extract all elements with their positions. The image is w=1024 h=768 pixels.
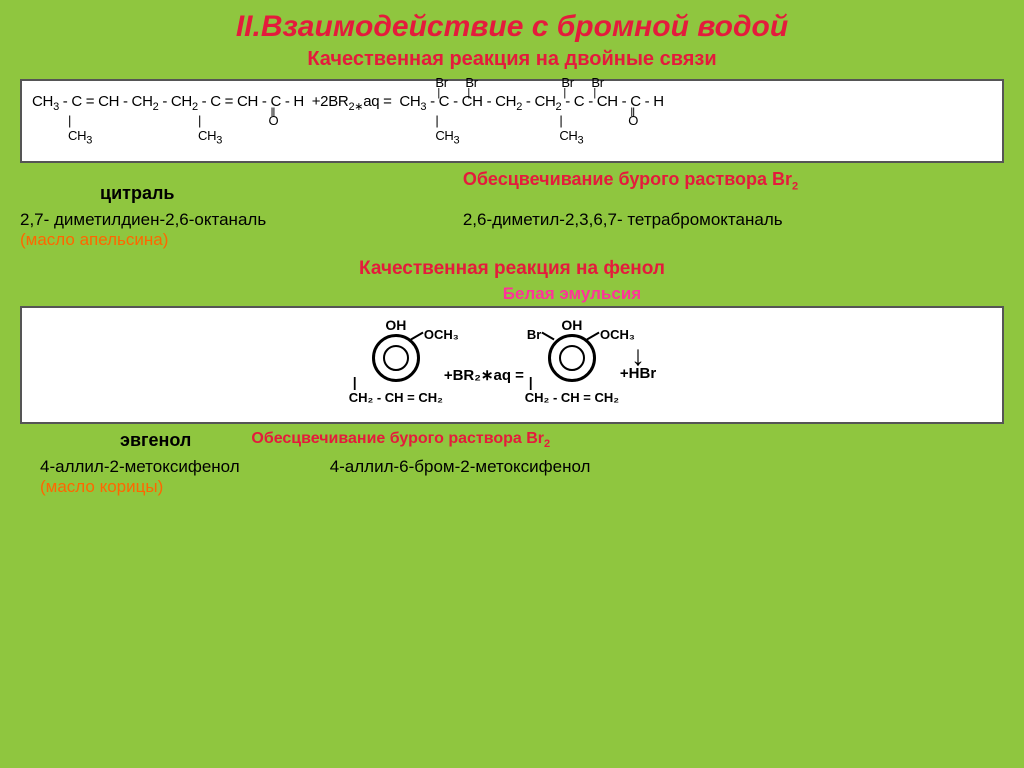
row-names-1: цитраль Обесцвечивание бурого раствора B… (20, 169, 1004, 204)
reaction-1-box: CH3 - C = CH - CH2 - CH2 - C = CH - CO -… (20, 79, 1004, 163)
emulsion-label: Белая эмульсия (140, 284, 1004, 304)
reagent-2: +BR₂∗aq = (444, 366, 524, 384)
arrow-down-icon: ↓ (631, 349, 645, 363)
byproduct-arrow: ↓ +HBr (620, 349, 656, 382)
struct-product: OH OCH₃ Br CH₂ - CH = CH₂ (544, 316, 600, 414)
row-iupac-1: 2,7- диметилдиен-2,6-октаналь (масло апе… (20, 210, 1004, 250)
final-right-name: 4-аллил-6-бром-2-метоксифенол (330, 457, 591, 477)
oil-orange: (масло апельсина) (20, 230, 433, 250)
oil-cinnamon: (масло корицы) (40, 477, 1004, 497)
decolorize-2: Обесцвечивание бурого раствора Br2 (251, 430, 550, 451)
final-left-name: 4-аллил-2-метоксифенол (40, 457, 240, 477)
left-compound-name: 2,7- диметилдиен-2,6-октаналь (20, 210, 433, 230)
struct-eugenol: OH OCH₃ CH₂ - CH = CH₂ (368, 316, 424, 414)
right-compound-name: 2,6-диметил-2,3,6,7- тетрабромоктаналь (463, 210, 1004, 230)
decolorize-1: Обесцвечивание бурого раствора Br2 (463, 169, 1004, 193)
slide: II.Взаимодействие с бромной водой Качест… (0, 0, 1024, 768)
slide-title: II.Взаимодействие с бромной водой (20, 10, 1004, 44)
citral-label: цитраль (100, 183, 433, 204)
reaction-1-formula: CH3 - C = CH - CH2 - CH2 - C = CH - CO -… (32, 93, 992, 113)
section-2-head: Качественная реакция на фенол (20, 258, 1004, 280)
reaction-2-box: OH OCH₃ CH₂ - CH = CH₂ +BR₂∗aq = OH OCH₃… (20, 306, 1004, 424)
eugenol-label: эвгенол (120, 430, 191, 451)
row-labels-2: эвгенол Обесцвечивание бурого раствора B… (20, 430, 1004, 451)
slide-subtitle: Качественная реакция на двойные связи (20, 48, 1004, 71)
row-iupac-2: 4-аллил-2-метоксифенол 4-аллил-6-бром-2-… (20, 457, 1004, 477)
